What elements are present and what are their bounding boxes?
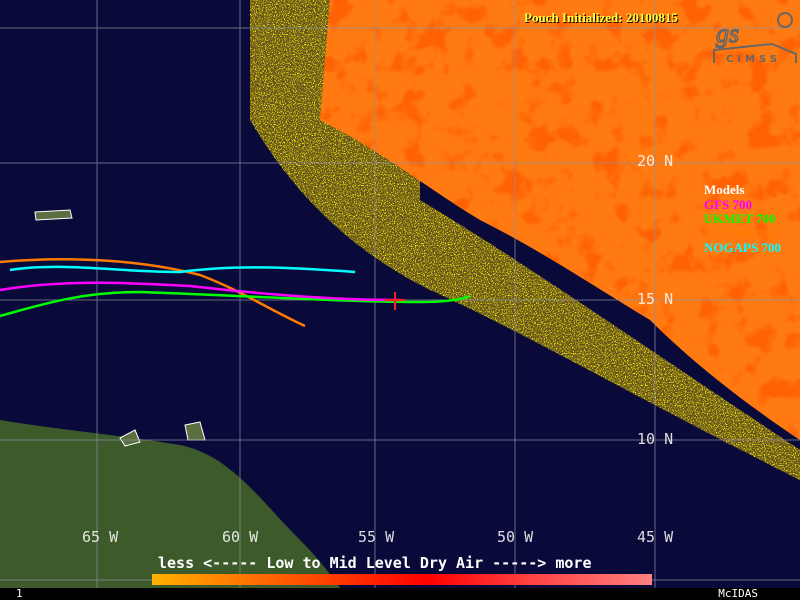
lat-label-15n: 15 N <box>637 290 674 308</box>
status-bar: 1 McIDAS <box>0 588 800 600</box>
lon-label-45w: 45 W <box>637 528 674 546</box>
lon-label-50w: 50 W <box>497 528 534 546</box>
lat-label-20n: 20 N <box>637 152 674 170</box>
islands <box>34 209 206 447</box>
software-label: McIDAS <box>718 587 758 600</box>
legend-heading: Models <box>704 182 745 197</box>
svg-text:CIMSS: CIMSS <box>726 54 781 63</box>
gfs-track <box>0 281 401 302</box>
colorbar <box>152 574 652 585</box>
ecmwf-track <box>0 257 306 328</box>
nogaps-track <box>9 265 356 274</box>
legend-ukmet: UKMET 700 <box>704 211 776 226</box>
svg-text:gs: gs <box>716 19 739 48</box>
frame-number: 1 <box>16 587 23 600</box>
lon-label-60w: 60 W <box>222 528 259 546</box>
legend-gfs: GFS 700 <box>704 196 753 212</box>
pouch-title: Pouch Initialized: 20100815 <box>524 10 678 25</box>
model-legend: Models GFS 700 UKMET 700 ECMWF 700 NOGAP… <box>704 182 781 256</box>
cimss-logo: gs CIMSS <box>712 8 797 63</box>
pouch-marker <box>385 292 405 310</box>
lon-label-55w: 55 W <box>358 528 395 546</box>
colorbar-label: less <----- Low to Mid Level Dry Air ---… <box>158 554 592 572</box>
south-america-land <box>0 420 350 600</box>
lon-label-65w: 65 W <box>82 528 119 546</box>
legend-nogaps: NOGAPS 700 <box>704 240 781 255</box>
legend-ecmwf: ECMWF 700 <box>704 225 778 241</box>
ukmet-track <box>0 290 471 318</box>
lat-label-10n: 10 N <box>637 430 674 448</box>
